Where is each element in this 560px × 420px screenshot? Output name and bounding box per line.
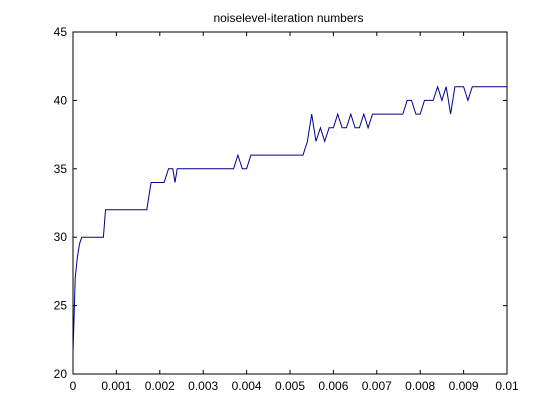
y-tick-label: 45 (54, 25, 68, 39)
x-tick-label: 0.005 (275, 379, 305, 393)
x-tick-label: 0.001 (101, 379, 131, 393)
x-tick-label: 0.009 (449, 379, 479, 393)
y-tick-label: 30 (54, 230, 68, 244)
y-tick-label: 25 (54, 299, 68, 313)
y-tick-label: 35 (54, 162, 68, 176)
y-tick-label: 20 (54, 367, 68, 381)
x-tick-label: 0.008 (405, 379, 435, 393)
y-tick-label: 40 (54, 93, 68, 107)
chart-title: noiselevel-iteration numbers (213, 11, 363, 25)
y-axis: 20 25 30 35 40 45 (54, 25, 507, 381)
x-tick-label: 0.004 (232, 379, 262, 393)
series-line (72, 85, 507, 354)
x-tick-label: 0.007 (362, 379, 392, 393)
x-axis: 0 0.001 0.002 0.003 0.004 0.005 0.006 0.007 0.00… (70, 32, 519, 393)
x-tick-label: 0.003 (188, 379, 218, 393)
x-tick-label: 0 (70, 379, 77, 393)
x-tick-label: 0.01 (495, 379, 519, 393)
x-tick-label: 0.006 (318, 379, 348, 393)
plot-area (72, 31, 508, 375)
x-tick-label: 0.002 (145, 379, 175, 393)
